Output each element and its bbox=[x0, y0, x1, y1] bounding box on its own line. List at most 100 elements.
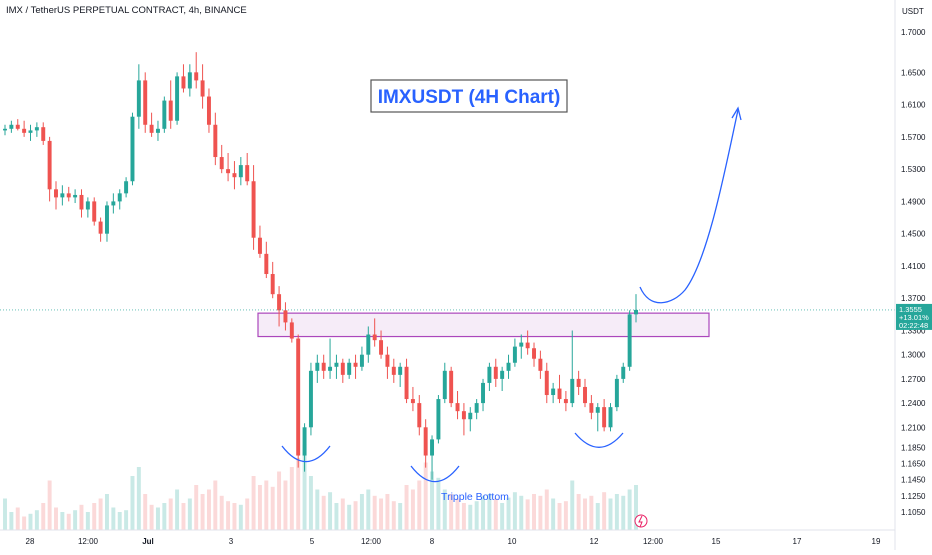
candle-body bbox=[487, 366, 492, 383]
candle-body bbox=[34, 127, 39, 131]
volume-bar bbox=[481, 495, 486, 530]
candle-body bbox=[232, 173, 237, 178]
volume-bar bbox=[130, 476, 135, 530]
candle-body bbox=[519, 342, 524, 347]
volume-layer bbox=[3, 444, 638, 530]
volume-bar bbox=[238, 504, 243, 530]
volume-bar bbox=[66, 513, 71, 530]
candle-body bbox=[398, 366, 403, 375]
volume-bar bbox=[232, 503, 237, 530]
volume-bar bbox=[602, 492, 607, 530]
x-tick-label: 12:00 bbox=[78, 537, 99, 546]
candle-body bbox=[296, 338, 301, 456]
candle-body bbox=[85, 201, 90, 210]
volume-bar bbox=[60, 512, 65, 530]
candle-body bbox=[353, 362, 358, 367]
candle-body bbox=[321, 362, 326, 371]
volume-bar bbox=[3, 498, 7, 530]
candle-body bbox=[277, 294, 282, 311]
symbol-header: IMX / TetherUS PERPETUAL CONTRACT, 4h, B… bbox=[6, 5, 247, 16]
candle-body bbox=[595, 407, 600, 413]
volume-bar bbox=[474, 501, 479, 530]
candle-body bbox=[614, 378, 619, 408]
volume-bar bbox=[442, 489, 447, 530]
volume-bar bbox=[551, 498, 556, 530]
volume-bar bbox=[385, 494, 390, 530]
lightning-icon[interactable] bbox=[634, 514, 648, 528]
candle-body bbox=[200, 80, 205, 97]
candle-body bbox=[512, 346, 517, 363]
candle-body bbox=[608, 407, 613, 428]
volume-bar bbox=[34, 510, 39, 530]
candle-body bbox=[621, 366, 626, 379]
candle-body bbox=[474, 403, 479, 413]
volume-bar bbox=[347, 504, 352, 530]
volume-bar bbox=[111, 507, 116, 530]
volume-bar bbox=[627, 489, 632, 530]
y-tick-label: 1.4900 bbox=[901, 197, 926, 206]
candle-body bbox=[187, 72, 192, 89]
candle-body bbox=[251, 181, 256, 238]
candle-body bbox=[391, 366, 396, 375]
volume-bar bbox=[54, 507, 58, 530]
candle-body bbox=[417, 403, 422, 428]
candle-body bbox=[117, 193, 122, 202]
volume-bar bbox=[200, 494, 205, 530]
candle-body bbox=[257, 237, 262, 254]
candle-body bbox=[168, 100, 173, 121]
x-tick-label: 12:00 bbox=[361, 537, 382, 546]
candle-body bbox=[481, 382, 486, 404]
x-tick-label: 3 bbox=[229, 537, 234, 546]
volume-bar bbox=[257, 485, 262, 530]
x-tick-label: 5 bbox=[310, 537, 315, 546]
x-tick-label: 28 bbox=[26, 537, 35, 546]
volume-bar bbox=[85, 512, 90, 530]
volume-bar bbox=[417, 480, 422, 530]
y-tick-label: 1.5300 bbox=[901, 165, 926, 174]
y-tick-label: 1.2100 bbox=[901, 423, 926, 432]
last-price-change: +13.01% bbox=[899, 313, 929, 322]
volume-bar bbox=[213, 480, 218, 530]
volume-bar bbox=[168, 498, 173, 530]
x-tick-label: Jul bbox=[142, 537, 154, 546]
candle-body bbox=[627, 314, 632, 367]
candle-body bbox=[270, 274, 275, 295]
volume-bar bbox=[321, 495, 326, 530]
lightning-glyph bbox=[638, 515, 643, 528]
candle-body bbox=[213, 124, 218, 158]
y-tick-label: 1.1450 bbox=[901, 476, 926, 485]
annotations-layer: IMXUSDT (4H Chart) Tripple Bottom bbox=[0, 79, 895, 503]
volume-bar bbox=[9, 512, 14, 530]
candle-body bbox=[500, 370, 505, 379]
volume-bar bbox=[340, 498, 345, 530]
x-tick-label: 8 bbox=[430, 537, 435, 546]
candle-body bbox=[111, 201, 116, 206]
candle-body bbox=[175, 76, 180, 121]
candle-body bbox=[525, 342, 530, 349]
volume-bar bbox=[98, 498, 103, 530]
projection-arrowhead bbox=[731, 106, 742, 121]
volume-bar bbox=[519, 495, 524, 530]
candle-body bbox=[289, 322, 294, 339]
volume-bar bbox=[391, 501, 396, 530]
candle-body bbox=[455, 403, 460, 412]
volume-bar bbox=[79, 504, 84, 530]
candle-body bbox=[219, 157, 224, 170]
y-tick-label: 1.1050 bbox=[901, 508, 926, 517]
volume-bar bbox=[595, 503, 600, 530]
candle-body bbox=[385, 354, 390, 367]
candle-body bbox=[328, 366, 333, 371]
volume-bar bbox=[544, 489, 549, 530]
volume-bar bbox=[92, 503, 97, 530]
chart-title: IMXUSDT (4H Chart) bbox=[378, 87, 561, 108]
volume-bar bbox=[366, 489, 371, 530]
y-tick-label: 1.1250 bbox=[901, 492, 926, 501]
candle-body bbox=[347, 362, 352, 375]
volume-bar bbox=[105, 494, 109, 530]
candle-body bbox=[366, 334, 371, 355]
resistance-zone bbox=[257, 312, 710, 338]
volume-bar bbox=[430, 471, 435, 530]
candle-body bbox=[73, 194, 78, 198]
volume-bar bbox=[608, 498, 613, 530]
volume-bar bbox=[353, 501, 358, 530]
